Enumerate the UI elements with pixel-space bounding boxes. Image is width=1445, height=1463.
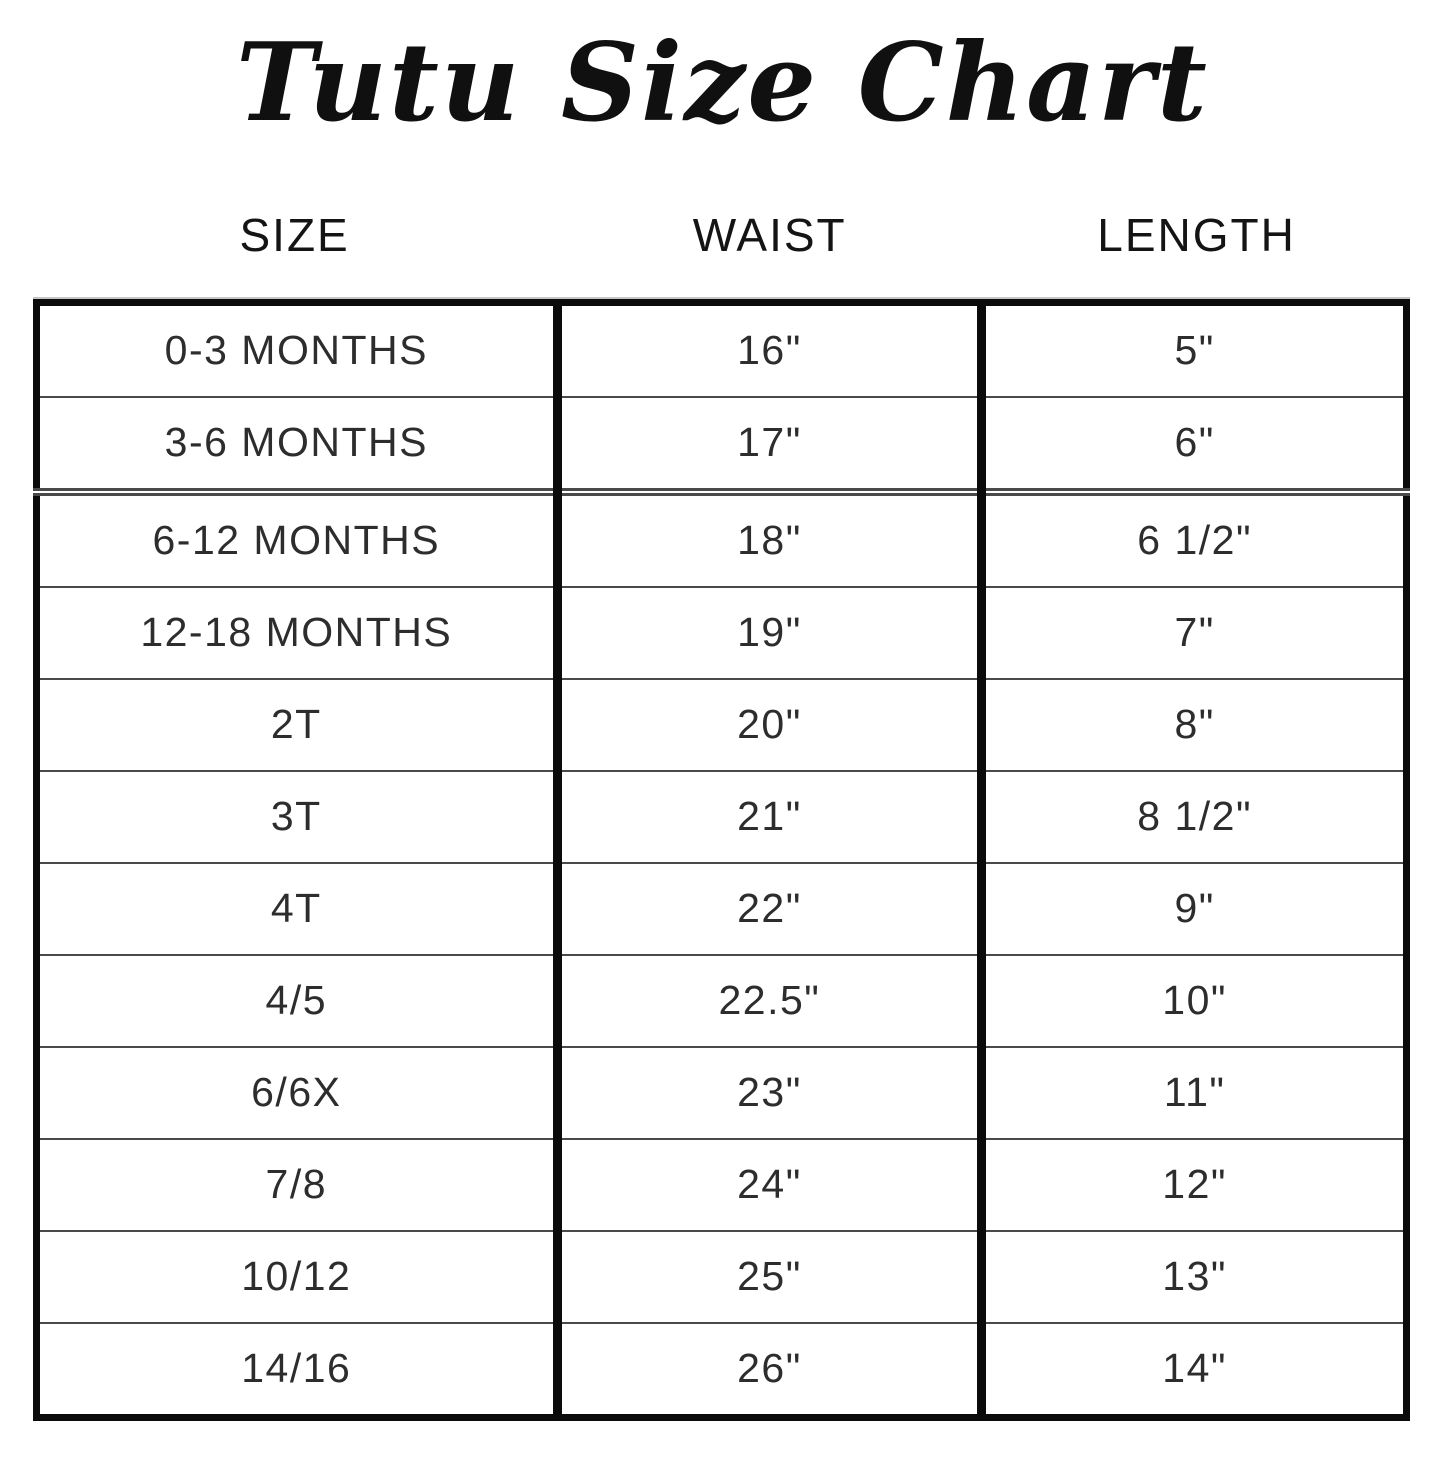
table-cell: 4/5 — [36, 953, 558, 1047]
table-cell: 10/12 — [36, 1229, 558, 1323]
table-cell: 21" — [552, 769, 982, 863]
table-row: 12-18 MONTHS 19" 7" — [36, 585, 1407, 679]
table-row: 6/6X 23" 11" — [36, 1045, 1407, 1139]
table-cell: 23" — [552, 1045, 982, 1139]
table-row: 2T 20" 8" — [36, 677, 1407, 771]
table-cell: 16" — [552, 302, 982, 397]
table-row: 14/16 26" 14" — [36, 1321, 1407, 1418]
table-cell: 14" — [977, 1321, 1407, 1418]
table-cell: 6" — [977, 395, 1407, 492]
table-cell: 4T — [36, 861, 558, 955]
table-cell: 7/8 — [36, 1137, 558, 1231]
table-row: 7/8 24" 12" — [36, 1137, 1407, 1231]
table-row: 3-6 MONTHS 17" 6" — [36, 395, 1407, 492]
column-header-waist: WAIST — [692, 208, 847, 261]
table-cell: 8" — [977, 677, 1407, 771]
table-row: 0-3 MONTHS 16" 5" — [37, 302, 1407, 397]
table-row: 3T 21" 8 1/2" — [36, 769, 1407, 863]
table-cell: 3T — [36, 769, 558, 863]
table-cell: 13" — [977, 1229, 1407, 1323]
table-cell: 17" — [552, 395, 982, 492]
table-cell: 19" — [552, 585, 982, 679]
table-cell: 10" — [977, 953, 1407, 1047]
table-cell: 0-3 MONTHS — [164, 327, 428, 374]
table-cell: 12" — [977, 1137, 1407, 1231]
column-header-size: SIZE — [239, 208, 350, 261]
table-cell: 14/16 — [36, 1321, 558, 1418]
column-header-length: LENGTH — [1097, 208, 1296, 261]
table-cell: 24" — [552, 1137, 982, 1231]
table-cell: 11" — [977, 1045, 1407, 1139]
table-cell: 6/6X — [36, 1045, 558, 1139]
table-cell: 9" — [977, 861, 1407, 955]
table-row: 4T 22" 9" — [36, 861, 1407, 955]
table-cell: 22.5" — [552, 953, 982, 1047]
table-cell: 22" — [552, 861, 982, 955]
table-cell: 6-12 MONTHS — [36, 487, 558, 587]
size-chart-table: 0-3 MONTHS 16" 5" 3-6 MONTHS 17" 6" 6-12 MONTH… — [33, 298, 1410, 1421]
table-cell: 5" — [977, 302, 1407, 397]
column-headers: SIZE WAIST LENGTH — [33, 208, 1410, 263]
table-row: 6-12 MONTHS 18" 6 1/2" — [36, 487, 1407, 587]
table-row: 4/5 22.5" 10" — [36, 953, 1407, 1047]
table-cell: 26" — [552, 1321, 982, 1418]
table-cell: 2T — [36, 677, 558, 771]
page-title: Tutu Size Chart — [236, 20, 1209, 146]
table-cell: 6 1/2" — [977, 487, 1407, 587]
table-cell: 7" — [977, 585, 1407, 679]
table-cell: 3-6 MONTHS — [36, 395, 558, 492]
table-row: 10/12 25" 13" — [36, 1229, 1407, 1323]
table-cell: 20" — [552, 677, 982, 771]
table-cell: 25" — [552, 1229, 982, 1323]
table-cell: 12-18 MONTHS — [36, 585, 558, 679]
table-cell: 8 1/2" — [977, 769, 1407, 863]
size-chart-body: 0-3 MONTHS 16" 5" 3-6 MONTHS 17" 6" 6-12 MONTH… — [36, 302, 1407, 1418]
table-cell: 18" — [552, 487, 982, 587]
